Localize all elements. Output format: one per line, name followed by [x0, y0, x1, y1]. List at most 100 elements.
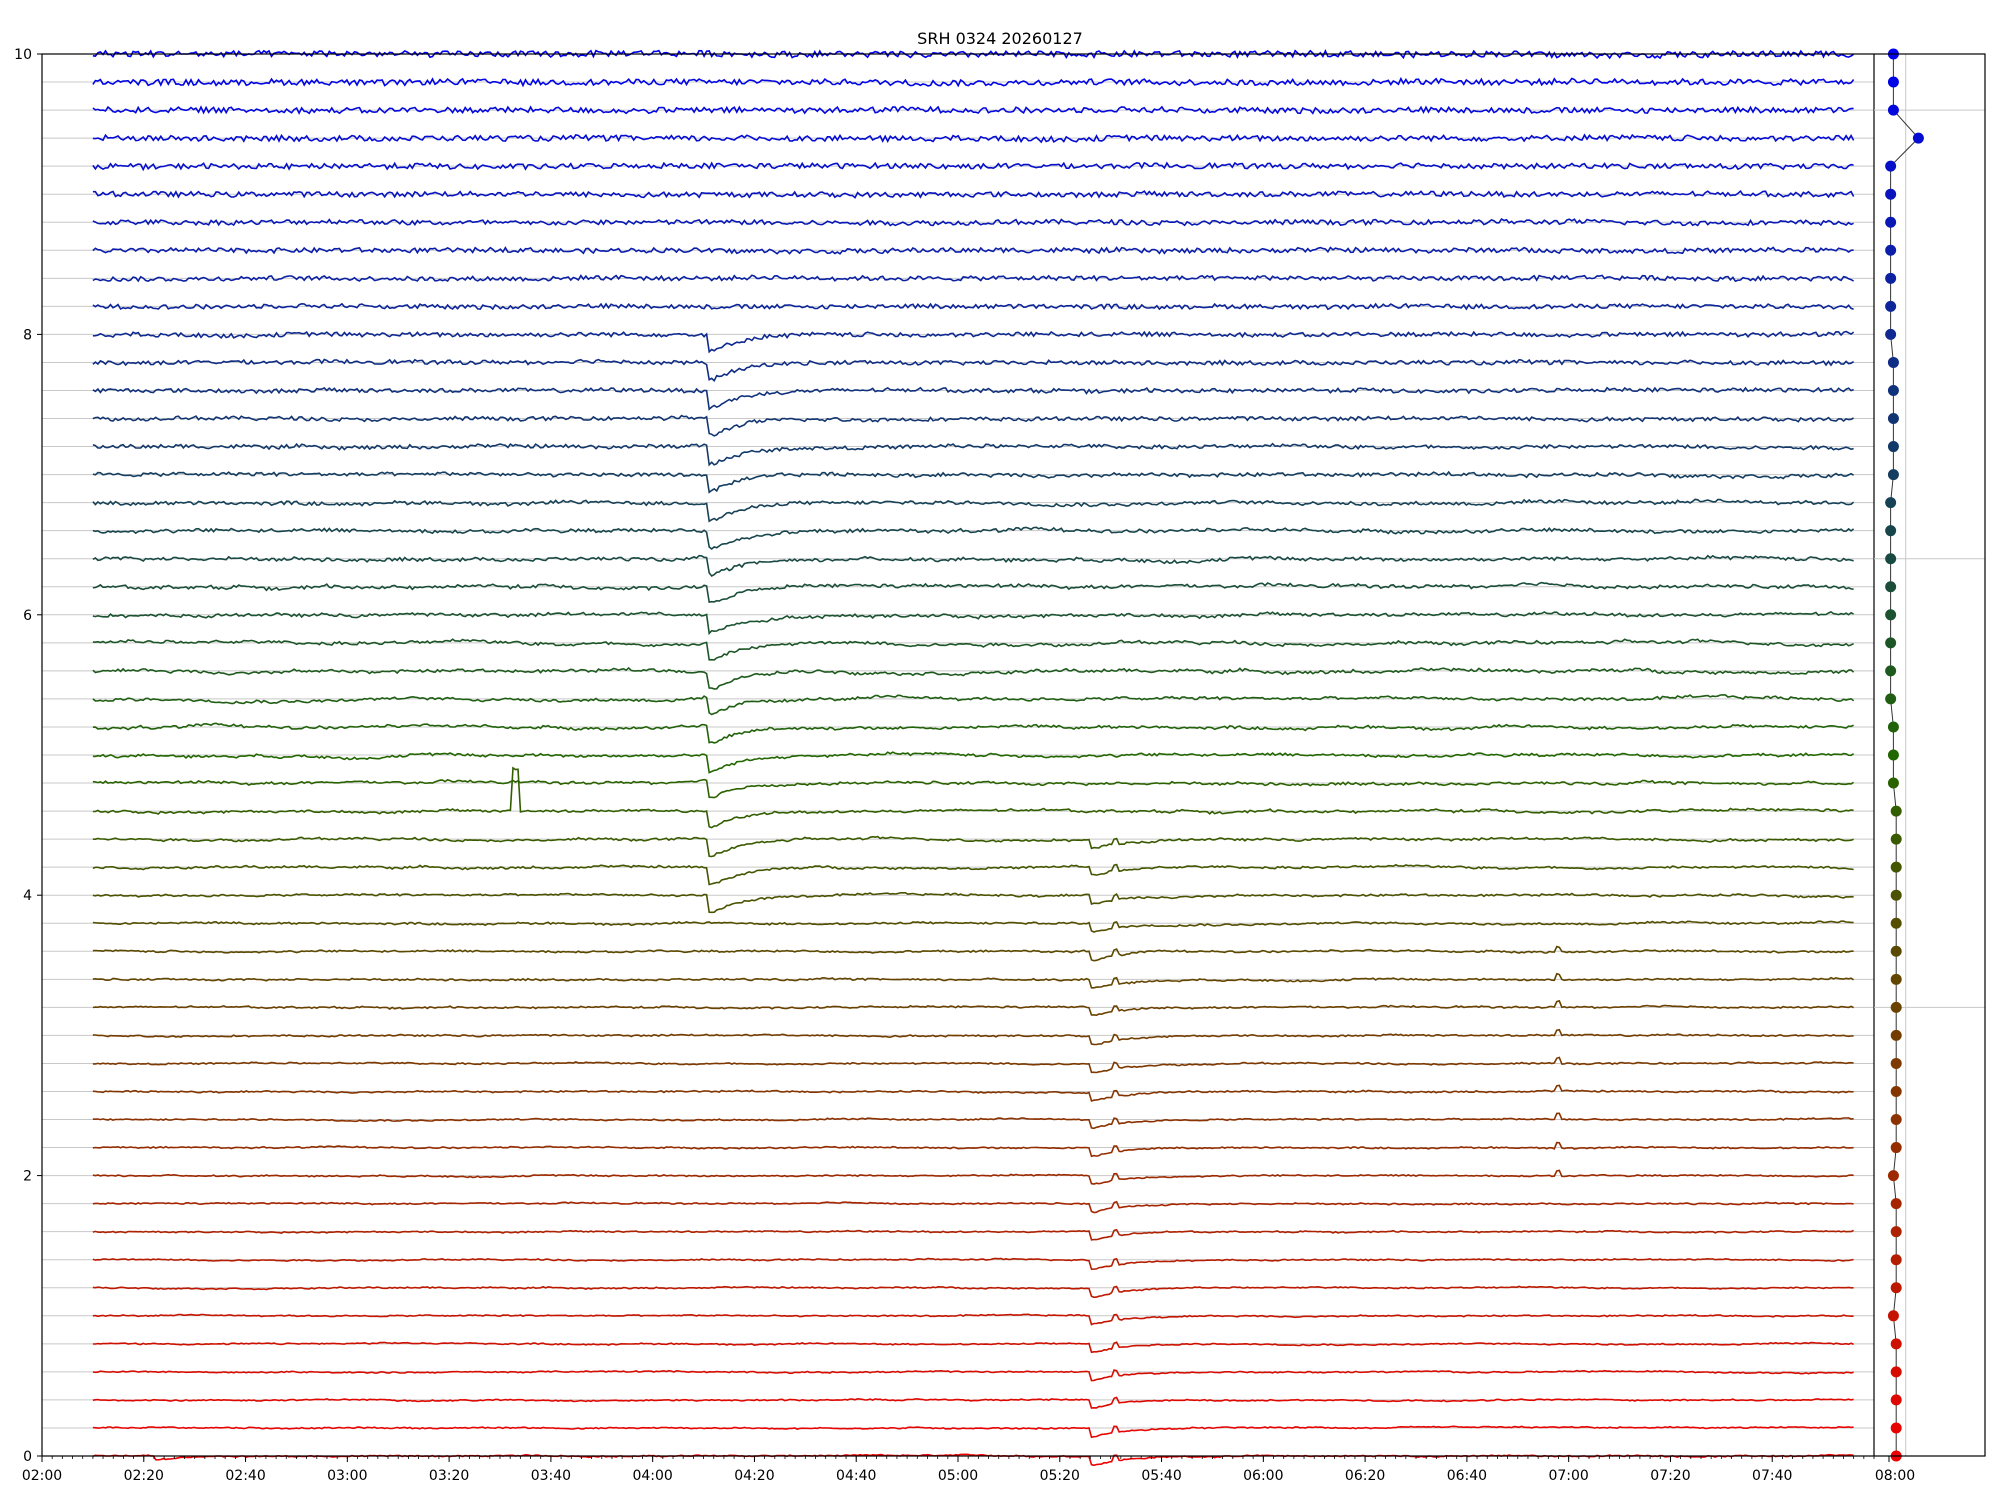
series-line-2: [92, 1396, 1854, 1409]
panel-marker: [1885, 272, 1897, 284]
panel-marker: [1890, 1282, 1902, 1294]
series-line-46: [92, 161, 1854, 172]
x-tick-label: 04:20: [734, 1468, 774, 1484]
series-line-27: [92, 694, 1855, 716]
x-tick-label: 03:00: [327, 1468, 367, 1484]
panel-marker: [1887, 1170, 1899, 1182]
series-line-38: [92, 386, 1854, 411]
panel-marker: [1885, 581, 1897, 593]
panel-marker: [1890, 1142, 1902, 1154]
panel-marker: [1885, 693, 1897, 705]
series-line-39: [92, 358, 1855, 383]
panel-marker: [1887, 469, 1899, 481]
panel-marker: [1885, 637, 1897, 649]
series-line-35: [92, 470, 1854, 494]
panel-marker: [1890, 973, 1902, 985]
series-line-47: [92, 133, 1855, 144]
panel-marker: [1887, 384, 1899, 396]
panel-marker: [1890, 1422, 1902, 1434]
panel-marker: [1890, 1085, 1902, 1097]
series-line-37: [92, 414, 1854, 437]
panel-marker: [1887, 749, 1899, 761]
x-tick-label: 06:00: [1243, 1468, 1283, 1484]
series-line-23: [92, 766, 1854, 829]
series-line-14: [92, 1056, 1854, 1074]
x-tick-label: 06:40: [1447, 1468, 1487, 1484]
panel-marker: [1887, 1310, 1899, 1322]
y-tick-label: 0: [23, 1449, 32, 1465]
panel-x-tick-label: 08:00: [1875, 1468, 1915, 1484]
panel-marker: [1885, 497, 1897, 509]
x-tick-label: 07:40: [1752, 1468, 1792, 1484]
x-tick-label: 02:20: [124, 1468, 164, 1484]
panel-marker: [1887, 356, 1899, 368]
panel-marker: [1890, 805, 1902, 817]
panel-marker: [1890, 1029, 1902, 1041]
series-line-5: [92, 1313, 1854, 1326]
panel-marker: [1890, 1226, 1902, 1238]
y-tick-label: 6: [23, 608, 32, 624]
series-line-22: [92, 835, 1854, 858]
panel-marker: [1887, 76, 1899, 88]
panel-marker: [1885, 160, 1897, 172]
series-line-20: [92, 891, 1854, 914]
series-line-31: [92, 581, 1854, 604]
axes: 0 2 4 6 8 10 02:00 02:20 02:40 03:00 03:20 03:40 04:…: [14, 47, 1986, 1484]
series-line-30: [92, 610, 1854, 636]
series-line-33: [92, 526, 1855, 551]
series-line-7: [92, 1257, 1854, 1271]
series-line-6: [92, 1285, 1854, 1299]
series-line-4: [92, 1341, 1854, 1354]
panel-marker: [1885, 328, 1897, 340]
x-tick-label: 05:40: [1141, 1468, 1181, 1484]
panel-marker: [1885, 609, 1897, 621]
series-line-17: [92, 972, 1855, 989]
panel-marker: [1890, 1057, 1902, 1069]
series-line-3: [92, 1369, 1854, 1382]
series-group: [92, 48, 1855, 1467]
panel-marker: [1885, 553, 1897, 565]
y-tick-label: 8: [23, 327, 32, 343]
series-line-26: [92, 722, 1854, 744]
panel-marker: [1887, 721, 1899, 733]
panel-marker: [1890, 861, 1902, 873]
panel-marker: [1890, 917, 1902, 929]
panel-marker: [1885, 300, 1897, 312]
chart-title: SRH 0324 20260127: [917, 29, 1083, 48]
series-line-32: [92, 554, 1854, 578]
panel-marker: [1885, 665, 1897, 677]
series-line-45: [92, 190, 1855, 199]
axes-frame: [41, 53, 1986, 1457]
panel-marker: [1890, 945, 1902, 957]
panel-marker: [1890, 1366, 1902, 1378]
series-line-34: [92, 498, 1855, 523]
series-line-44: [92, 218, 1854, 227]
series-line-41: [92, 302, 1854, 311]
panel-marker: [1885, 188, 1897, 200]
panel-marker: [1890, 1338, 1902, 1350]
panel-marker: [1887, 413, 1899, 425]
panel-marker: [1890, 1394, 1902, 1406]
x-tick-label: 05:00: [938, 1468, 978, 1484]
series-line-40: [92, 330, 1855, 354]
series-line-9: [92, 1200, 1854, 1214]
series-line-13: [92, 1084, 1854, 1102]
x-tick-label: 03:20: [429, 1468, 469, 1484]
x-tick-label: 06:20: [1345, 1468, 1385, 1484]
series-line-12: [92, 1112, 1854, 1130]
panel-marker: [1890, 833, 1902, 845]
y-tick-label: 10: [14, 47, 32, 63]
panel-marker: [1885, 525, 1897, 537]
panel-marker: [1887, 104, 1899, 116]
series-line-43: [92, 246, 1854, 255]
panel-marker: [1890, 1254, 1902, 1266]
series-line-25: [92, 751, 1855, 774]
series-line-28: [92, 666, 1855, 690]
panel-marker: [1890, 1001, 1902, 1013]
x-tick-label: 02:40: [225, 1468, 265, 1484]
y-tick-label: 4: [23, 888, 32, 904]
series-line-18: [92, 945, 1854, 962]
series-line-36: [92, 442, 1854, 467]
